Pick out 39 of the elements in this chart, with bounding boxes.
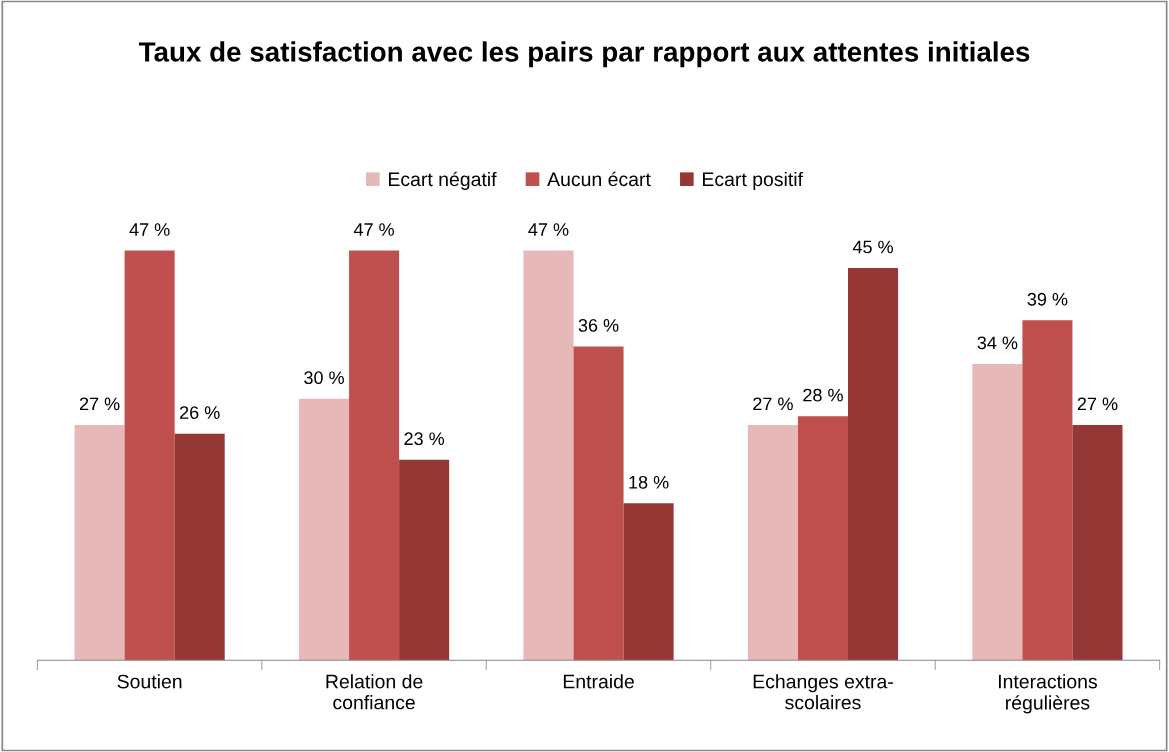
data-label: 28 % [803,388,843,402]
bar [174,433,225,661]
data-label: 26 % [180,406,220,419]
data-label: 30 % [304,371,344,385]
data-label: 18 % [629,475,669,489]
bar [299,398,350,661]
x-tick-label: Entraide [563,674,634,689]
legend-label: Ecart négatif [388,171,497,191]
bar [848,268,899,661]
data-label: 39 % [1027,292,1068,306]
data-label: 34 % [977,336,1018,350]
data-label: 47 % [353,223,395,236]
bar [972,363,1023,661]
bar [74,424,125,661]
bar [747,424,798,661]
x-tick-label: Echanges extra- scolaires [753,674,893,710]
data-label: 27 % [1077,397,1118,411]
bar [124,250,175,661]
bar [573,346,624,661]
bar [1072,424,1123,661]
data-label: 27 % [753,397,793,411]
data-label: 27 % [79,397,120,411]
data-label: 47 % [129,223,170,236]
bar [1022,320,1073,661]
x-tick-label: Relation de confiance [326,674,423,710]
data-label: 45 % [852,240,893,254]
x-tick-label: Interactions régulières [998,674,1097,714]
legend-label: Ecart positif [703,171,804,191]
bar [399,459,450,661]
bar [797,416,848,661]
chart-title: Taux de satisfaction avec les pairs par rapport aux attentes initiales [138,41,1030,68]
legend-label: Aucun écart [547,171,651,187]
data-label: 23 % [404,432,445,446]
data-label: 47 % [528,223,569,236]
x-tick-label: Soutien [117,674,182,689]
bar [623,503,674,661]
bar [523,250,574,661]
bar [349,250,400,661]
data-label: 36 % [578,319,619,332]
